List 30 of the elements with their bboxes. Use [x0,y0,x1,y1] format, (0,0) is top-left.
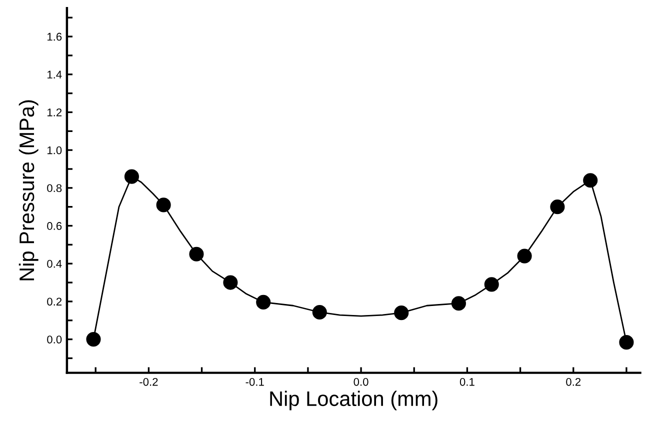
x-tick-label: 0.1 [460,378,474,386]
point [394,306,409,320]
point [484,277,499,292]
point [583,173,598,188]
x-axis-title: Nip Location (mm) [270,390,438,410]
point [256,294,271,310]
point [451,296,466,311]
point [312,304,327,320]
y-tick-label: 1.2 [47,108,62,116]
point [156,198,171,212]
x-tick-label: 0.2 [566,378,581,386]
point [223,275,238,290]
y-tick-label: 0.8 [47,184,62,192]
y-tick-label: 1.0 [47,146,62,154]
x-tick-label: -0.1 [246,378,264,386]
point [517,248,532,264]
point [124,169,139,184]
x-tick-label: 0.0 [354,378,368,386]
y-axis-title: Nip Pressure (MPa) [18,100,38,280]
x-tick-label: -0.2 [140,378,158,386]
point [189,246,204,262]
point [550,200,565,214]
y-tick-label: 0.6 [47,222,62,230]
point [619,335,634,350]
point [86,332,101,347]
y-tick-label: 1.6 [47,32,62,41]
y-tick-label: 1.4 [47,70,62,78]
y-tick-label: 0.4 [47,260,62,268]
y-tick-label: 0.0 [47,336,62,344]
y-tick-label: 0.2 [47,298,62,306]
